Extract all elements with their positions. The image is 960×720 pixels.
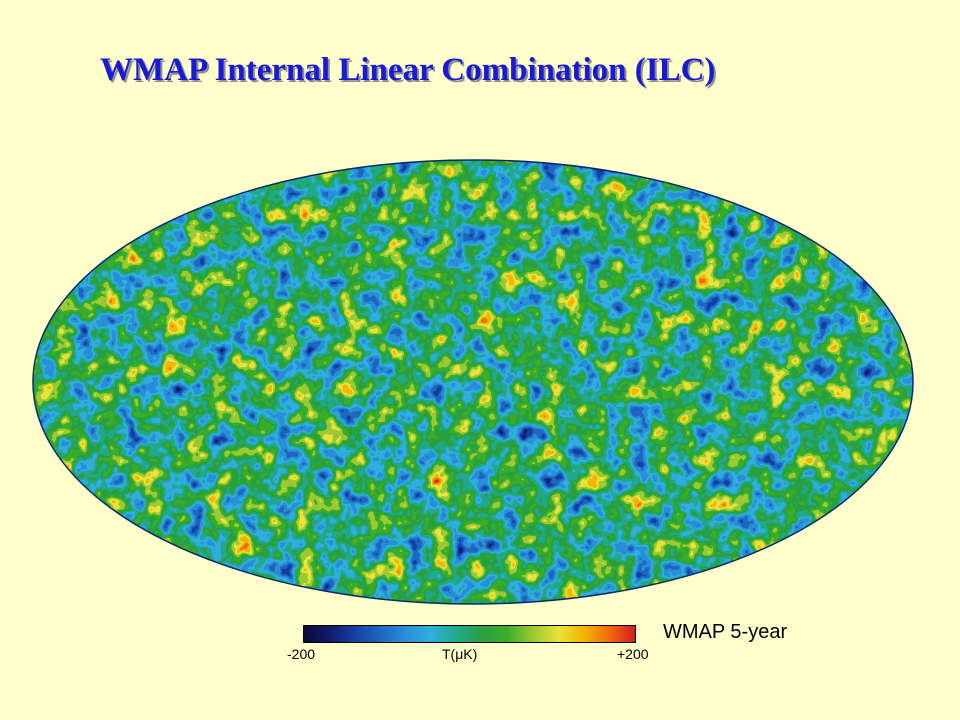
colorbar-min-label: -200 xyxy=(287,646,316,662)
map-outline xyxy=(32,159,914,605)
cmb-sky-map xyxy=(32,159,914,605)
slide-title: WMAP Internal Linear Combination (ILC) xyxy=(100,52,716,88)
temperature-fluctuations xyxy=(33,160,913,604)
temperature-colorbar xyxy=(303,625,636,643)
colorbar-unit-label: T(μK) xyxy=(442,646,478,662)
map-caption: WMAP 5-year xyxy=(663,621,788,643)
colorbar-max-label: +200 xyxy=(617,646,649,662)
